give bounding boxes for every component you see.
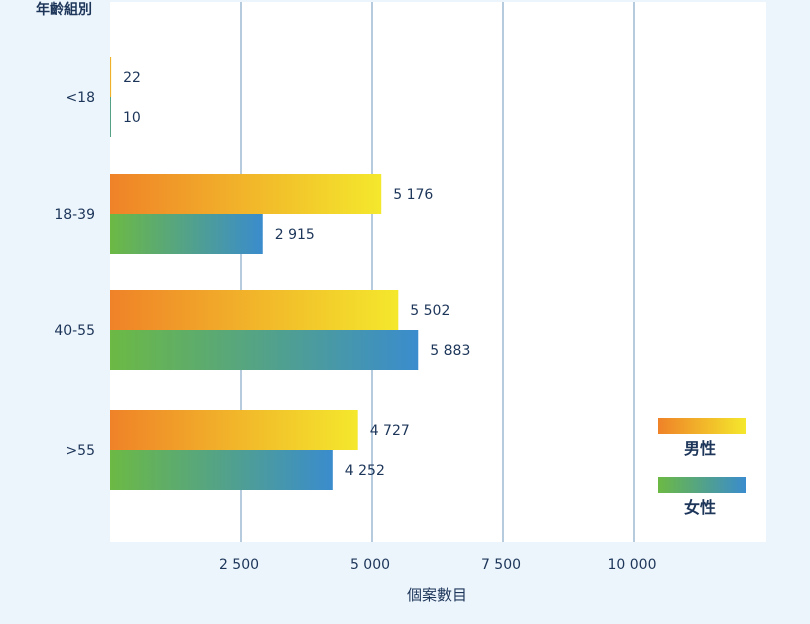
x-tick-label: 7 500 xyxy=(481,557,521,573)
bar xyxy=(110,97,111,137)
bar xyxy=(110,174,382,214)
bar xyxy=(110,290,399,330)
bar xyxy=(110,57,112,97)
x-axis-title: 個案數目 xyxy=(407,586,467,604)
legend-label: 女性 xyxy=(684,498,716,517)
legend-label: 男性 xyxy=(684,439,716,458)
data-label: 4 727 xyxy=(370,423,410,439)
data-label: 4 252 xyxy=(345,463,385,479)
bar xyxy=(110,214,263,254)
data-label: 22 xyxy=(123,70,141,86)
data-label: 5 176 xyxy=(393,187,433,203)
bar xyxy=(110,410,358,450)
data-label: 10 xyxy=(123,110,141,126)
labels: 2 500 5 000 7 500 10 000 <18 22 10 18-39 5 176 2 … xyxy=(54,70,656,573)
category-label: 18-39 xyxy=(54,207,95,223)
data-label: 2 915 xyxy=(275,227,315,243)
x-tick-label: 2 500 xyxy=(219,557,259,573)
legend-swatch xyxy=(658,418,746,434)
legend-swatch xyxy=(658,477,746,493)
bar xyxy=(110,330,419,370)
data-label: 5 502 xyxy=(410,303,450,319)
category-label: 40-55 xyxy=(54,323,95,339)
y-axis-title: 年齡組別 xyxy=(36,1,92,18)
bars xyxy=(110,57,419,490)
x-tick-label: 10 000 xyxy=(608,557,657,573)
x-tick-label: 5 000 xyxy=(350,557,390,573)
bar xyxy=(110,450,333,490)
category-label: <18 xyxy=(65,90,95,106)
category-label: >55 xyxy=(65,443,95,459)
data-label: 5 883 xyxy=(430,343,470,359)
